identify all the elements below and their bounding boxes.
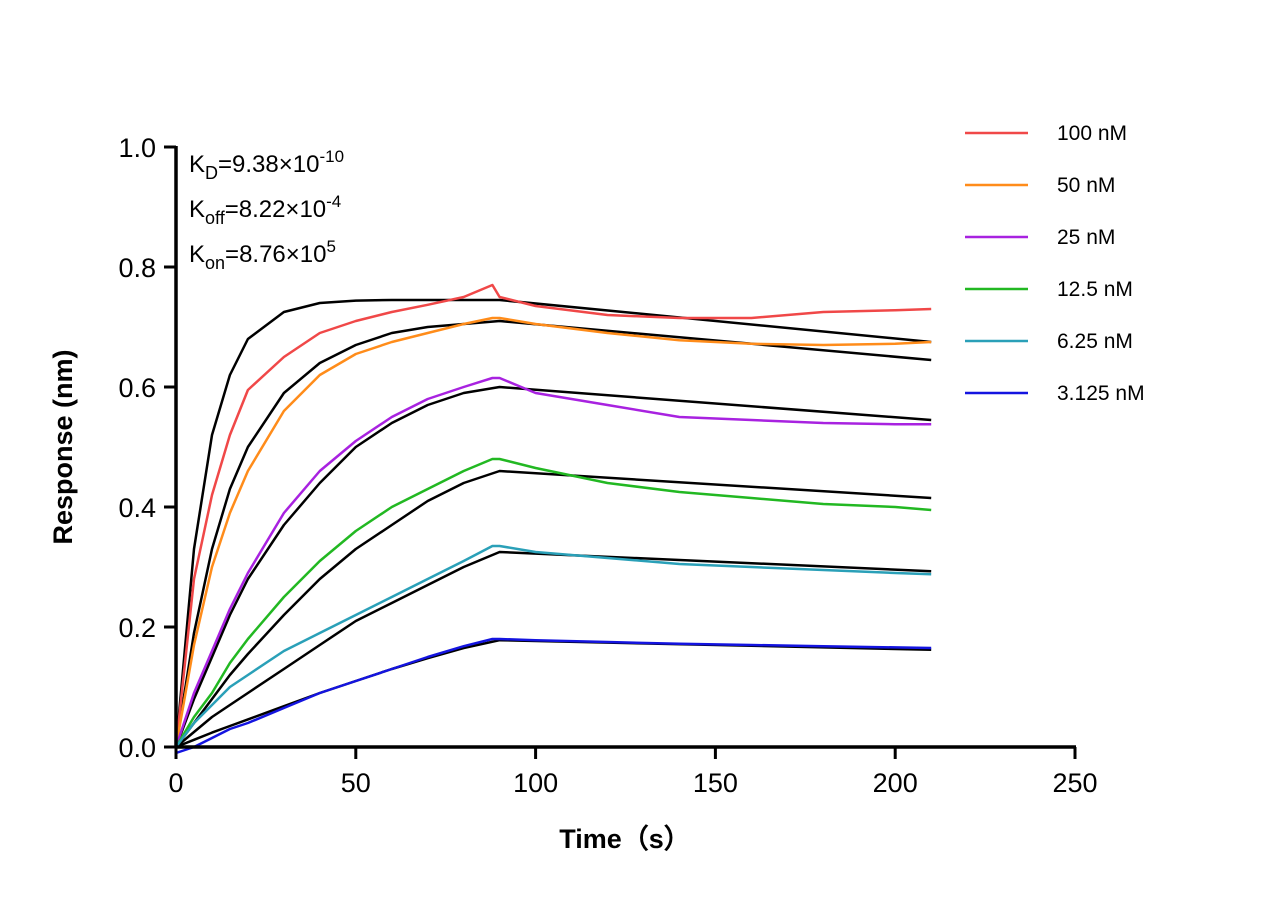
y-tick-label: 1.0 bbox=[118, 133, 156, 163]
annotation-koff: Koff=8.22×10-4 bbox=[189, 192, 341, 228]
fit-curve-4 bbox=[175, 550, 932, 748]
x-tick-label: 150 bbox=[693, 768, 738, 798]
legend-label-5: 3.125 nM bbox=[1057, 382, 1145, 405]
legend-label-4: 6.25 nM bbox=[1057, 330, 1133, 353]
y-tick-label: 0.2 bbox=[118, 613, 156, 643]
series-line-3 bbox=[174, 457, 932, 748]
axes: 0 50 100 150 200 250 0.0 0.2 0.4 0.6 0.8 1.0 bbox=[118, 133, 1097, 798]
fit-curve-5 bbox=[175, 638, 932, 749]
y-tick-label: 0.4 bbox=[118, 493, 156, 523]
series-line-4 bbox=[175, 544, 932, 748]
fit-curves bbox=[174, 298, 932, 749]
fit-curve-2 bbox=[174, 385, 932, 748]
annotation-kd: KD=9.38×10-10 bbox=[189, 147, 344, 183]
legend: 100 nM 50 nM 25 nM 12.5 nM 6.25 nM 3.125 nM bbox=[965, 122, 1145, 405]
y-tick-label: 0.8 bbox=[118, 253, 156, 283]
x-axis-title: Time（s） bbox=[559, 824, 691, 854]
y-tick-label: 0.6 bbox=[118, 373, 156, 403]
legend-label-2: 25 nM bbox=[1057, 226, 1115, 249]
legend-label-0: 100 nM bbox=[1057, 122, 1127, 145]
data-series bbox=[174, 283, 932, 755]
series-line-2 bbox=[174, 376, 932, 748]
legend-label-3: 12.5 nM bbox=[1057, 278, 1133, 301]
x-tick-label: 250 bbox=[1052, 768, 1097, 798]
series-line-5 bbox=[175, 637, 932, 755]
y-axis-title: Response (nm) bbox=[48, 349, 78, 544]
series-line-0 bbox=[174, 283, 932, 748]
x-tick-label: 200 bbox=[873, 768, 918, 798]
fit-curve-0 bbox=[174, 298, 932, 748]
x-tick-label: 100 bbox=[513, 768, 558, 798]
fit-curve-1 bbox=[174, 319, 932, 748]
series-line-1 bbox=[174, 316, 932, 748]
x-tick-label: 50 bbox=[341, 768, 371, 798]
x-tick-label: 0 bbox=[168, 768, 183, 798]
kinetic-annotations: KD=9.38×10-10 Koff=8.22×10-4 Kon=8.76×105 bbox=[189, 147, 344, 273]
annotation-kon: Kon=8.76×105 bbox=[189, 237, 336, 273]
legend-label-1: 50 nM bbox=[1057, 174, 1115, 197]
fit-curve-3 bbox=[175, 469, 932, 748]
y-tick-label: 0.0 bbox=[118, 733, 156, 763]
